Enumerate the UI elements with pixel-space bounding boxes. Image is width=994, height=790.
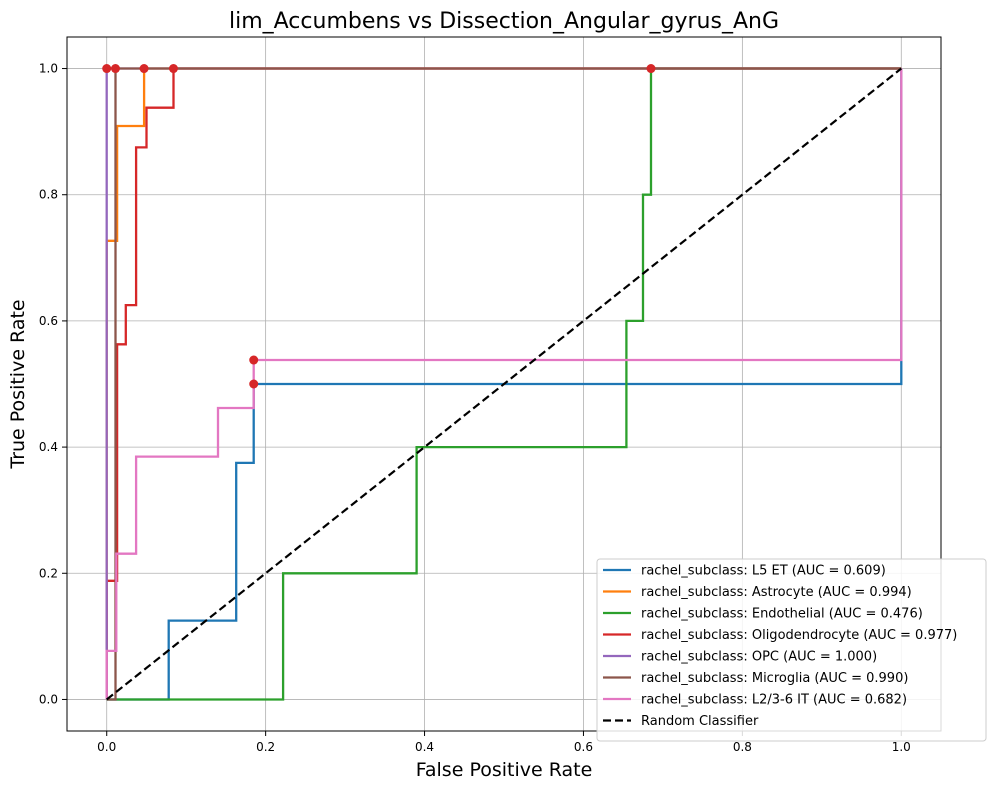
threshold-marker: [249, 379, 259, 389]
threshold-marker: [646, 64, 656, 74]
x-tick-label: 0.2: [256, 740, 275, 754]
y-tick-label: 0.0: [39, 692, 58, 706]
y-tick-label: 0.8: [39, 188, 58, 202]
y-tick-label: 1.0: [39, 62, 58, 76]
legend-box: [596, 558, 987, 742]
x-tick-label: 0.8: [733, 740, 752, 754]
y-axis-title: True Positive Rate: [7, 299, 29, 469]
legend-label: rachel_subclass: L2/3-6 IT (AUC = 0.682): [641, 693, 907, 708]
legend-label: rachel_subclass: Astrocyte (AUC = 0.994): [641, 585, 912, 600]
threshold-marker: [110, 64, 120, 74]
ticks: 0.0 0.2 0.4 0.6 0.8 1.0 0.0 0.2 0.4 0.6 0.8 1.0: [39, 62, 911, 754]
x-tick-label: 0.0: [97, 740, 116, 754]
x-tick-label: 0.6: [574, 740, 593, 754]
axes-frame: [66, 36, 942, 732]
legend-label: rachel_subclass: Oligodendrocyte (AUC = …: [641, 628, 957, 643]
legend-label: rachel_subclass: Microglia (AUC = 0.990): [641, 671, 908, 686]
y-tick-label: 0.4: [39, 440, 58, 454]
roc-curve-5: [106, 67, 902, 701]
roc-curve-0: [106, 68, 903, 701]
x-tick-label: 1.0: [892, 740, 911, 754]
y-tick-label: 0.6: [39, 314, 58, 328]
threshold-marker: [102, 64, 112, 74]
threshold-marker: [139, 64, 149, 74]
roc-curve-2: [106, 67, 902, 701]
legend-label: rachel_subclass: L5 ET (AUC = 0.609): [641, 564, 886, 579]
x-axis-title: False Positive Rate: [416, 759, 593, 781]
threshold-markers: [102, 64, 656, 389]
threshold-marker: [249, 355, 259, 365]
y-tick-label: 0.2: [39, 566, 58, 580]
legend: rachel_subclass: L5 ET (AUC = 0.609) rach…: [596, 558, 987, 742]
legend-label: rachel_subclass: OPC (AUC = 1.000): [641, 650, 877, 665]
chart-title: lim_Accumbens vs Dissection_Angular_gyru…: [229, 9, 779, 34]
legend-label: rachel_subclass: Endothelial (AUC = 0.47…: [641, 607, 923, 622]
roc-curve-6: [105, 68, 903, 700]
legend-label: Random Classifier: [641, 714, 759, 729]
x-tick-label: 0.4: [415, 740, 434, 754]
threshold-marker: [168, 64, 178, 74]
series-lines: [105, 67, 903, 701]
random-classifier-line: [106, 67, 902, 701]
